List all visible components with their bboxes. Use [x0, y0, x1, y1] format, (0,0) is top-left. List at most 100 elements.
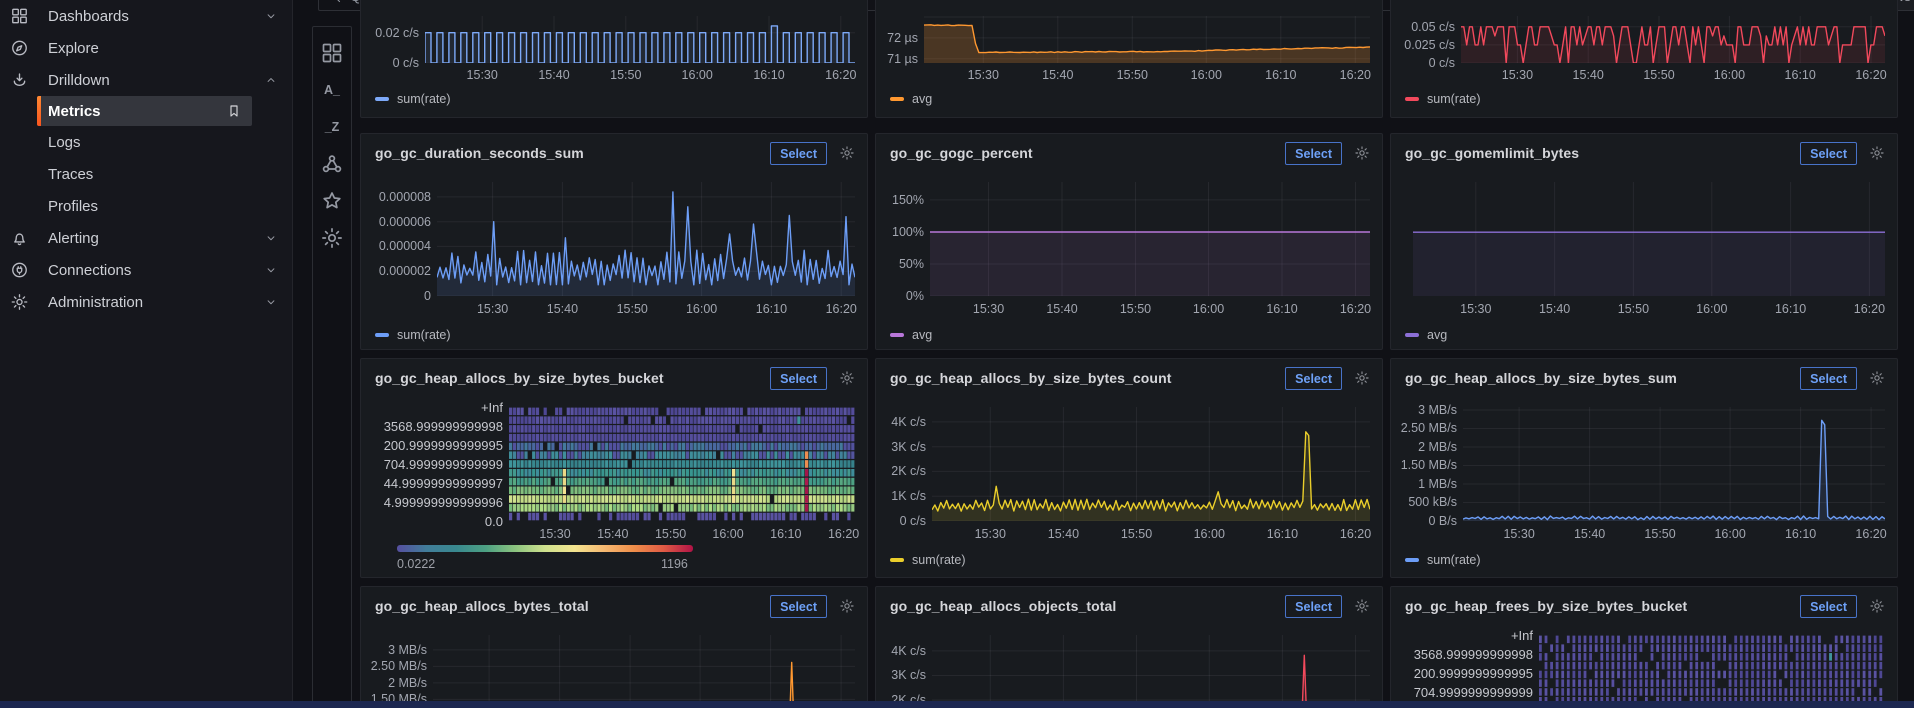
x-axis-tick: 16:10 [1765, 302, 1817, 316]
panel-title: go_gc_gogc_percent [890, 145, 1033, 161]
x-axis-tick: 16:00 [702, 527, 754, 541]
x-axis-tick: 15:50 [1106, 68, 1158, 82]
panel-gear-icon[interactable] [1354, 598, 1370, 614]
x-axis-tick: 16:00 [1686, 302, 1738, 316]
chart-plot[interactable] [1539, 635, 1885, 708]
chart-plot[interactable] [924, 16, 1370, 63]
panel-gear-icon[interactable] [1354, 370, 1370, 386]
sidebar-item-profiles[interactable]: Profiles [0, 190, 292, 222]
panel-gear-icon[interactable] [839, 145, 855, 161]
sidebar-item-explore[interactable]: Explore [0, 32, 292, 64]
sidebar-item-metrics[interactable]: Metrics [37, 96, 252, 126]
y-axis-tick: 1 MB/s [1397, 477, 1457, 491]
chart-plot[interactable] [930, 182, 1370, 296]
chart-plot[interactable] [932, 635, 1370, 708]
select-button[interactable]: Select [1285, 595, 1342, 618]
share-network-icon[interactable] [320, 152, 344, 176]
x-axis-tick: 16:00 [676, 302, 728, 316]
x-axis-tick: 15:40 [1032, 68, 1084, 82]
chart-plot[interactable] [932, 407, 1370, 521]
panel-cropped-top-middle: 15:3015:4015:5016:0016:1016:2072 µs71 µs… [875, 0, 1383, 118]
heatmap-bucket-label: 704.9999999999999 [365, 457, 503, 472]
x-axis-tick: 15:40 [1036, 302, 1088, 316]
bookmark-icon[interactable] [226, 103, 242, 119]
legend-series-swatch [890, 558, 904, 562]
legend-series-label: avg [912, 92, 932, 106]
sidebar-item-alerting[interactable]: Alerting [0, 222, 292, 254]
x-axis-tick: 16:20 [818, 527, 868, 541]
panel-gear-icon[interactable] [1869, 598, 1885, 614]
sidebar-item-traces[interactable]: Traces [0, 158, 292, 190]
x-axis-tick: 15:40 [1037, 527, 1089, 541]
y-axis-tick: 0.000002 [367, 264, 431, 278]
sidebar-item-administration[interactable]: Administration [0, 286, 292, 318]
sidebar-item-connections[interactable]: Connections [0, 254, 292, 286]
sort-alpha-asc-icon[interactable]: A_ [320, 78, 344, 102]
select-button[interactable]: Select [1800, 367, 1857, 390]
legend-item[interactable]: avg [1405, 328, 1447, 342]
sidebar-item-dashboards[interactable]: Dashboards [0, 0, 292, 32]
x-axis-tick: 16:00 [1704, 527, 1756, 541]
legend-item[interactable]: sum(rate) [375, 328, 450, 342]
x-axis-tick: 16:10 [760, 527, 812, 541]
x-axis-tick: 16:10 [1255, 68, 1307, 82]
y-axis-tick: 0.000008 [367, 190, 431, 204]
panel-title: go_gc_heap_allocs_bytes_total [375, 598, 589, 614]
y-axis-tick: 0.05 c/s [1397, 20, 1455, 34]
legend-item[interactable]: sum(rate) [1405, 92, 1480, 106]
legend-item[interactable]: avg [890, 328, 932, 342]
legend-item[interactable]: sum(rate) [890, 553, 965, 567]
x-axis-tick: 16:20 [815, 68, 867, 82]
chevron-down-icon [264, 295, 278, 309]
x-axis-tick: 16:10 [1256, 527, 1308, 541]
legend-series-swatch [890, 97, 904, 101]
panel-gear-icon[interactable] [1354, 145, 1370, 161]
chart-plot[interactable] [433, 635, 855, 708]
legend-item[interactable]: sum(rate) [1405, 553, 1480, 567]
y-axis-tick: 71 µs [882, 52, 918, 66]
panel-gear-icon[interactable] [1869, 370, 1885, 386]
select-button[interactable]: Select [1285, 367, 1342, 390]
panel-title: go_gc_duration_seconds_sum [375, 145, 584, 161]
select-button[interactable]: Select [1800, 142, 1857, 165]
legend-item[interactable]: avg [890, 92, 932, 106]
x-axis-tick: 15:30 [957, 68, 1009, 82]
panel-go_gc_gogc_percent: go_gc_gogc_percentSelect15:3015:4015:501… [875, 133, 1383, 350]
chart-plot[interactable] [425, 16, 855, 63]
panel-gear-icon[interactable] [839, 370, 855, 386]
x-axis-tick: 16:10 [1775, 527, 1827, 541]
heatmap-bucket-label: 0.0 [365, 514, 503, 529]
x-axis-tick: 15:40 [528, 68, 580, 82]
legend-item[interactable]: sum(rate) [375, 92, 450, 106]
chart-plot[interactable] [437, 182, 855, 296]
heatmap-bucket-label: 200.9999999999995 [1395, 666, 1533, 681]
y-axis-tick: 3K c/s [882, 440, 926, 454]
panel-go_gc_heap_allocs_by_size_bytes_sum: go_gc_heap_allocs_by_size_bytes_sumSelec… [1390, 358, 1898, 578]
chart-plot[interactable] [1413, 182, 1885, 296]
x-axis-tick: 16:20 [815, 302, 867, 316]
chart-plot[interactable] [1461, 16, 1885, 63]
legend-series-label: sum(rate) [1427, 92, 1480, 106]
chart-plot[interactable] [1463, 407, 1885, 521]
panel-gear-icon[interactable] [839, 598, 855, 614]
rail-text-glyph: _Z [325, 120, 340, 134]
select-button[interactable]: Select [770, 142, 827, 165]
settings-gear-icon[interactable] [320, 226, 344, 250]
chart-plot[interactable] [509, 407, 855, 521]
panel-gear-icon[interactable] [1869, 145, 1885, 161]
sidebar-item-drilldown[interactable]: Drilldown [0, 64, 292, 96]
x-axis-tick: 15:40 [536, 302, 588, 316]
panel-go_gc_heap_allocs_objects_total: go_gc_heap_allocs_objects_totalSelect15:… [875, 586, 1383, 708]
star-icon[interactable] [320, 189, 344, 213]
legend-series-swatch [890, 333, 904, 337]
x-axis-tick: 16:00 [1183, 527, 1235, 541]
grid-layout-icon[interactable] [320, 41, 344, 65]
select-button[interactable]: Select [1800, 595, 1857, 618]
select-button[interactable]: Select [770, 595, 827, 618]
x-axis-tick: 16:00 [1703, 68, 1755, 82]
select-button[interactable]: Select [770, 367, 827, 390]
select-button[interactable]: Select [1285, 142, 1342, 165]
sidebar-item-label: Profiles [0, 198, 98, 215]
sidebar-item-logs[interactable]: Logs [0, 126, 292, 158]
sort-alpha-desc-icon[interactable]: _Z [320, 115, 344, 139]
